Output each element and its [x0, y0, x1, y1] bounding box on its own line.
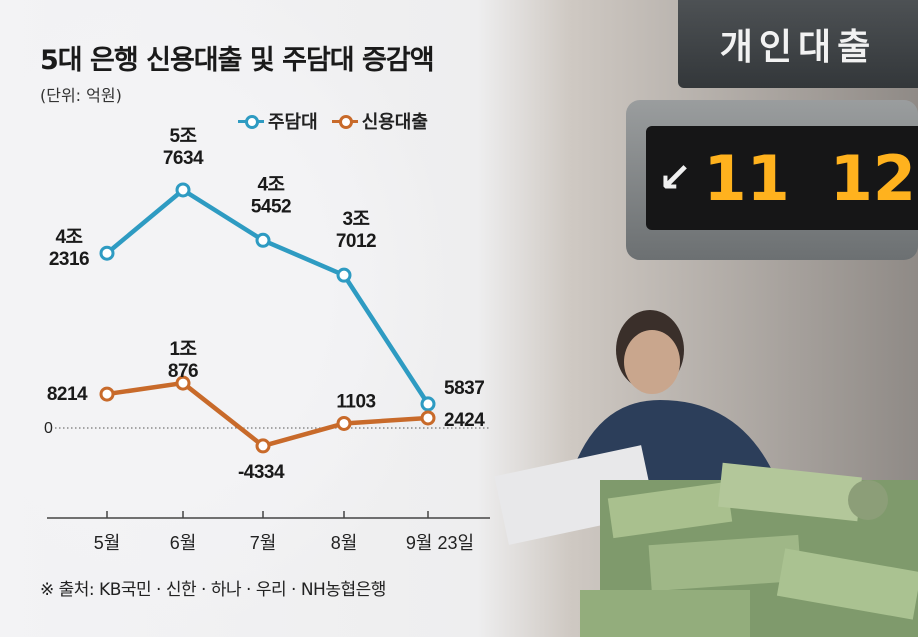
data-label: 4조: [55, 227, 82, 248]
x-tick-label: 6월: [170, 533, 197, 553]
legend-item-mortgage: 주담대: [238, 108, 318, 134]
data-label: 7012: [336, 231, 376, 252]
source-note: ※ 출처: KB국민 · 신한 · 하나 · 우리 · NH농협은행: [40, 580, 386, 600]
data-label: 5452: [251, 196, 291, 217]
data-label: 2424: [444, 410, 485, 431]
data-label: 5837: [444, 378, 484, 399]
legend-item-credit: 신용대출: [331, 108, 428, 134]
x-tick-label: 8월: [331, 533, 358, 553]
counter-number-display: ↙ 11 12 ↘: [626, 100, 918, 260]
data-point: [99, 386, 115, 402]
zero-tick-label: 0: [44, 420, 53, 437]
legend-label-mortgage: 주담대: [268, 112, 318, 133]
chart-title: 5대 은행 신용대출 및 주담대 증감액: [40, 45, 435, 76]
counter-number-left: 11: [703, 141, 790, 215]
data-point: [420, 410, 436, 426]
counter-screen: ↙ 11 12 ↘: [646, 126, 918, 230]
data-point: [175, 182, 191, 198]
legend-label-credit: 신용대출: [361, 112, 428, 133]
data-label: 4조: [257, 174, 284, 195]
series-line-mortgage: [105, 187, 430, 406]
x-tick-label: 5월: [94, 533, 121, 553]
data-label: 876: [168, 361, 198, 382]
sign-text: 개인대출: [719, 27, 877, 68]
data-point: [336, 267, 352, 283]
personal-loan-sign: 개인대출: [678, 0, 918, 88]
data-label: 1조: [169, 339, 196, 360]
unit-label: (단위: 억원): [40, 86, 122, 105]
data-label: -4334: [238, 462, 285, 483]
x-tick-label: 9월 23일: [406, 533, 474, 553]
series-line-credit: [106, 380, 429, 449]
legend-swatch-mortgage: [238, 114, 264, 129]
x-tick-label: 7월: [250, 533, 277, 553]
data-point: [99, 245, 115, 261]
data-point: [336, 415, 352, 431]
money-stacks: [580, 462, 918, 637]
counter-number-right: 12: [829, 141, 917, 215]
arrow-down-left-icon: ↙: [658, 155, 692, 201]
chart-legend: 주담대 신용대출: [238, 108, 428, 134]
data-label: 1103: [336, 391, 375, 412]
data-label: 8214: [47, 384, 88, 405]
data-point: [420, 396, 436, 412]
legend-swatch-credit: [331, 114, 358, 129]
data-label: 5조: [169, 126, 196, 147]
data-point: [255, 438, 271, 454]
data-point: [175, 375, 191, 391]
data-label: 2316: [49, 249, 89, 270]
data-label: 3조: [342, 209, 369, 230]
data-point: [255, 232, 271, 248]
data-label: 7634: [163, 148, 204, 169]
